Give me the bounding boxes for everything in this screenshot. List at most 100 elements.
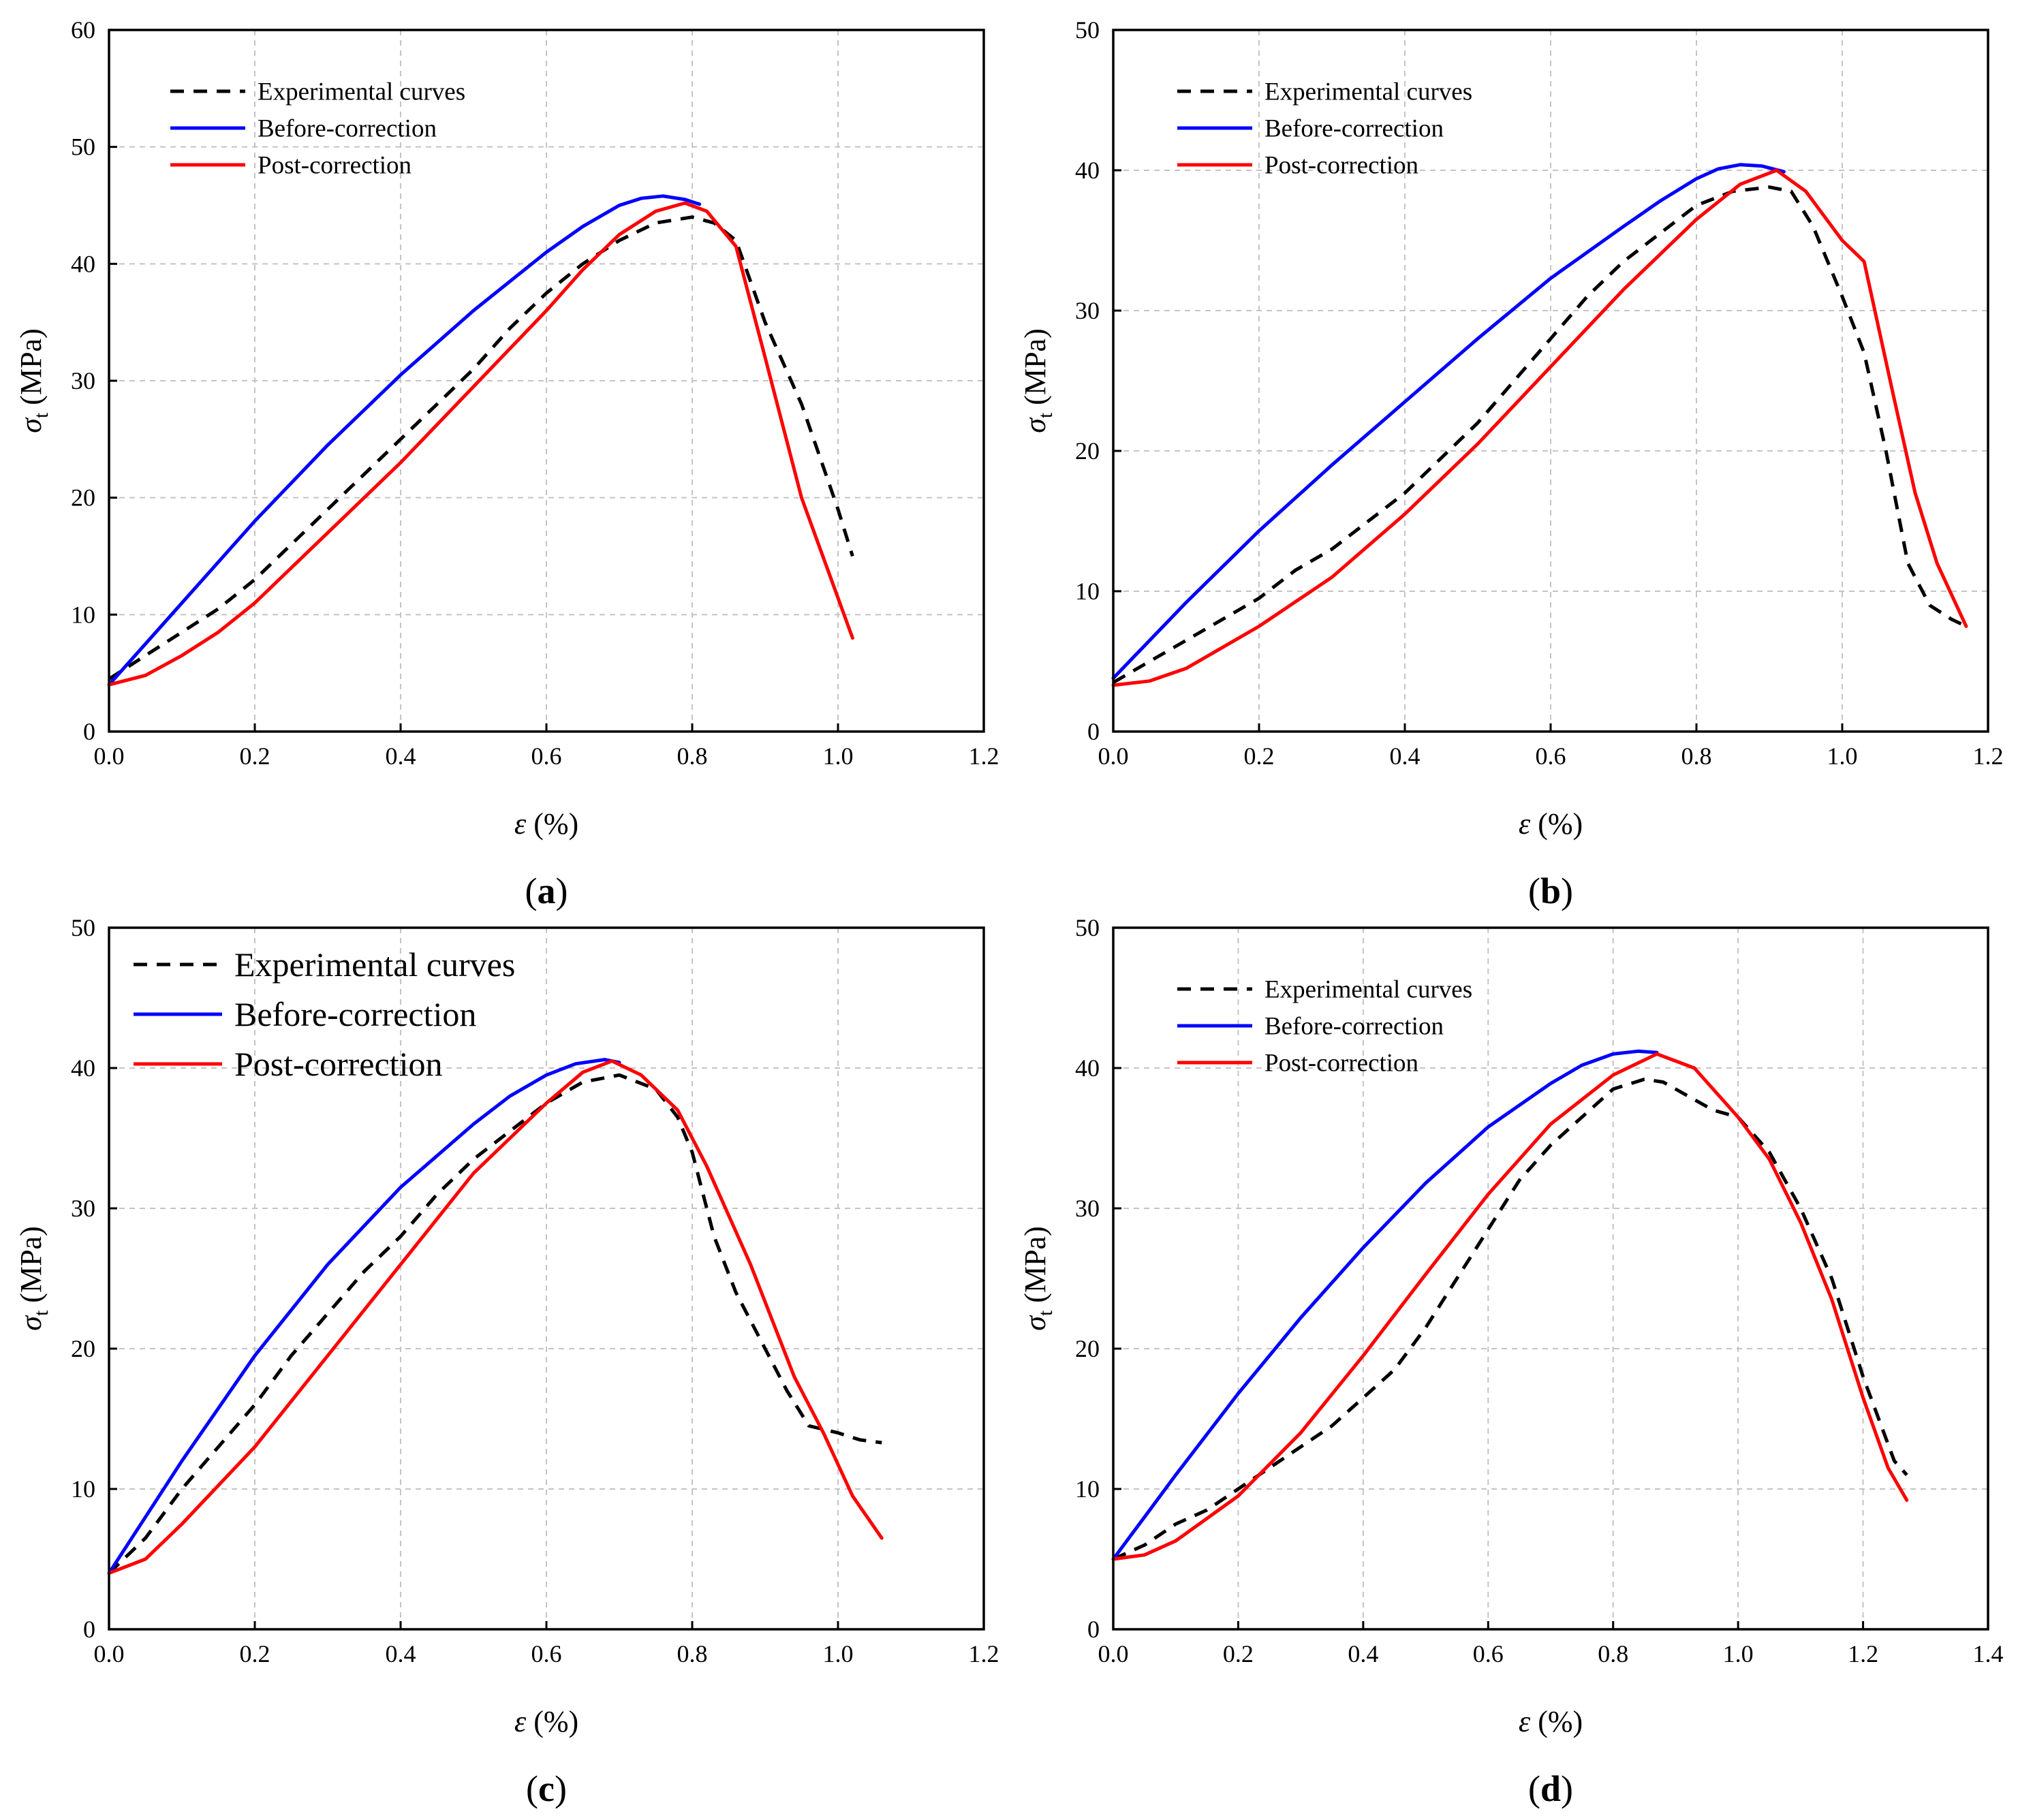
y-tick-label: 30 xyxy=(71,1195,95,1222)
panel-label: (b) xyxy=(1528,870,1573,911)
legend-label: Before-correction xyxy=(1264,115,1444,143)
panel-label: (c) xyxy=(526,1768,567,1809)
y-tick-label: 20 xyxy=(71,1335,95,1362)
x-tick-label: 0.4 xyxy=(1348,1640,1378,1667)
legend-label: Before-correction xyxy=(258,115,437,143)
experimental-curve-line xyxy=(108,215,854,680)
x-tick-label: 1.4 xyxy=(1973,1640,2004,1667)
x-tick-label: 1.2 xyxy=(969,742,999,770)
y-axis-title: σt (MPa) xyxy=(1019,328,1057,433)
y-tick-label: 50 xyxy=(1075,914,1100,941)
x-axis-title: ε (%) xyxy=(514,1705,578,1738)
x-tick-label: 0.0 xyxy=(1098,742,1129,770)
x-tick-label: 0.6 xyxy=(531,742,562,770)
x-tick-label: 0.6 xyxy=(531,1640,562,1667)
x-tick-label: 0.8 xyxy=(677,742,708,770)
x-axis-title: ε (%) xyxy=(514,807,578,841)
y-tick-label: 30 xyxy=(1075,297,1100,324)
x-axis-title: ε (%) xyxy=(1519,807,1583,841)
post-correction-line xyxy=(1111,168,1968,687)
x-tick-label: 0.4 xyxy=(386,1640,416,1667)
experimental-curve-line xyxy=(1112,185,1967,685)
x-tick-label: 0.4 xyxy=(386,742,416,770)
x-tick-label: 1.0 xyxy=(1827,742,1858,770)
x-tick-label: 0.4 xyxy=(1390,742,1421,770)
before-correction-line xyxy=(1111,1049,1659,1561)
legend-label: Before-correction xyxy=(234,995,476,1033)
x-tick-label: 1.0 xyxy=(823,1640,854,1667)
x-axis-title: ε (%) xyxy=(1519,1705,1583,1738)
legend: Experimental curves Before-correction Post… xyxy=(1177,976,1472,1078)
x-tick-label: 0.2 xyxy=(240,742,270,770)
before-correction-line xyxy=(107,194,702,687)
before-correction-line xyxy=(107,1058,621,1575)
y-tick-label: 40 xyxy=(1075,1054,1100,1082)
legend-label: Post-correction xyxy=(1264,152,1418,180)
x-tick-label: 0.6 xyxy=(1536,742,1566,770)
x-tick-label: 0.8 xyxy=(1598,1640,1628,1667)
legend-label: Experimental curves xyxy=(234,945,515,984)
y-tick-label: 30 xyxy=(71,367,95,394)
y-tick-label: 40 xyxy=(71,250,95,277)
y-tick-label: 10 xyxy=(1075,1475,1100,1503)
x-tick-label: 0.2 xyxy=(240,1640,270,1667)
post-correction-line xyxy=(107,201,854,687)
x-tick-label: 0.2 xyxy=(1244,742,1275,770)
x-tick-label: 0.0 xyxy=(94,742,125,770)
legend-label: Experimental curves xyxy=(1264,78,1472,106)
y-tick-label: 40 xyxy=(71,1054,95,1082)
chart-panel-d: 0.0 0.2 0.4 0.6 0.8 1.0 1.2 1.4 0 10 20 30 40 50 ε (%)… xyxy=(1019,914,2004,1809)
y-tick-label: 40 xyxy=(1075,157,1100,184)
x-tick-label: 1.2 xyxy=(1848,1640,1878,1667)
x-tick-label: 0.8 xyxy=(1681,742,1712,770)
chart-panel-b: 0.0 0.2 0.4 0.6 0.8 1.0 1.2 0 10 20 30 40 50 ε (%) σt … xyxy=(1019,16,2004,911)
y-tick-label: 50 xyxy=(1075,16,1100,44)
legend-label: Post-correction xyxy=(1264,1050,1418,1078)
panel-label: (d) xyxy=(1528,1768,1573,1809)
y-tick-label: 20 xyxy=(1075,437,1100,465)
x-tick-label: 1.2 xyxy=(1973,742,2004,770)
legend: Experimental curves Before-correction Post… xyxy=(1177,78,1472,180)
legend: Experimental curves Before-correction Post… xyxy=(134,945,515,1083)
post-correction-line xyxy=(107,1059,884,1575)
x-tick-label: 0.6 xyxy=(1473,1640,1504,1667)
experimental-curve-line xyxy=(1112,1078,1908,1561)
before-correction-line xyxy=(1111,163,1786,680)
plot-frame xyxy=(1112,926,1989,1631)
y-axis-title: σt (MPa) xyxy=(1019,1226,1057,1330)
chart-panel-c: 0.0 0.2 0.4 0.6 0.8 1.0 1.2 0 10 20 30 40 50 ε (%) σt … xyxy=(14,914,999,1809)
legend-label: Post-correction xyxy=(234,1045,442,1083)
x-tick-label: 0.0 xyxy=(1098,1640,1129,1667)
legend-label: Experimental curves xyxy=(258,78,465,106)
x-tick-label: 0.0 xyxy=(94,1640,125,1667)
x-tick-label: 1.0 xyxy=(823,742,854,770)
y-tick-label: 50 xyxy=(71,914,95,941)
legend: Experimental curves Before-correction Post… xyxy=(170,78,465,180)
y-tick-label: 10 xyxy=(71,1475,95,1503)
panel-label: (a) xyxy=(525,870,568,911)
y-tick-label: 0 xyxy=(1087,1616,1100,1643)
y-axis-title: σt (MPa) xyxy=(14,1226,52,1330)
x-tick-label: 1.2 xyxy=(969,1640,999,1667)
y-tick-label: 20 xyxy=(71,484,95,512)
y-tick-label: 20 xyxy=(1075,1335,1100,1362)
y-tick-label: 0 xyxy=(83,1616,95,1643)
y-tick-label: 60 xyxy=(71,16,95,44)
legend-label: Experimental curves xyxy=(1264,976,1472,1004)
x-tick-label: 0.8 xyxy=(677,1640,708,1667)
y-tick-label: 0 xyxy=(1087,718,1100,745)
y-tick-label: 50 xyxy=(71,134,95,161)
y-tick-label: 0 xyxy=(83,718,95,745)
y-tick-label: 10 xyxy=(71,601,95,628)
y-tick-label: 10 xyxy=(1075,578,1100,605)
y-axis-title: σt (MPa) xyxy=(14,328,52,433)
legend-label: Before-correction xyxy=(1264,1013,1444,1041)
x-tick-label: 1.0 xyxy=(1723,1640,1754,1667)
post-correction-line xyxy=(1111,1052,1909,1561)
experimental-curve-line xyxy=(108,1073,882,1575)
chart-panel-a: 0.0 0.2 0.4 0.6 0.8 1.0 1.2 0 10 20 30 40 50 60 ε (%) σ… xyxy=(14,16,999,911)
legend-label: Post-correction xyxy=(258,152,412,180)
x-tick-label: 0.2 xyxy=(1223,1640,1254,1667)
y-tick-label: 30 xyxy=(1075,1195,1100,1222)
